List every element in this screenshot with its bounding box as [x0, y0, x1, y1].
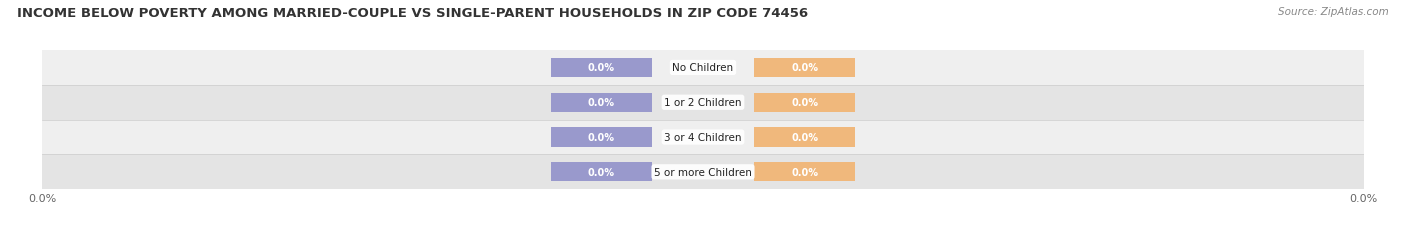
Text: 5 or more Children: 5 or more Children [654, 167, 752, 177]
Bar [551, 128, 652, 147]
Text: No Children: No Children [672, 63, 734, 73]
Bar [42, 85, 1364, 120]
Text: 0.0%: 0.0% [588, 132, 614, 143]
Bar [551, 93, 652, 112]
Text: INCOME BELOW POVERTY AMONG MARRIED-COUPLE VS SINGLE-PARENT HOUSEHOLDS IN ZIP COD: INCOME BELOW POVERTY AMONG MARRIED-COUPL… [17, 7, 808, 20]
Text: 0.0%: 0.0% [792, 98, 818, 108]
Text: Source: ZipAtlas.com: Source: ZipAtlas.com [1278, 7, 1389, 17]
Text: 0.0%: 0.0% [792, 63, 818, 73]
Bar [42, 51, 1364, 85]
Bar [754, 163, 855, 182]
Bar [551, 59, 652, 78]
Text: 3 or 4 Children: 3 or 4 Children [664, 132, 742, 143]
Bar [754, 128, 855, 147]
Bar [754, 59, 855, 78]
Text: 0.0%: 0.0% [588, 63, 614, 73]
Text: 0.0%: 0.0% [588, 167, 614, 177]
Text: 0.0%: 0.0% [792, 167, 818, 177]
Bar [42, 120, 1364, 155]
Bar [551, 163, 652, 182]
Text: 0.0%: 0.0% [588, 98, 614, 108]
Text: 1 or 2 Children: 1 or 2 Children [664, 98, 742, 108]
Bar [42, 155, 1364, 189]
Text: 0.0%: 0.0% [792, 132, 818, 143]
Bar [754, 93, 855, 112]
